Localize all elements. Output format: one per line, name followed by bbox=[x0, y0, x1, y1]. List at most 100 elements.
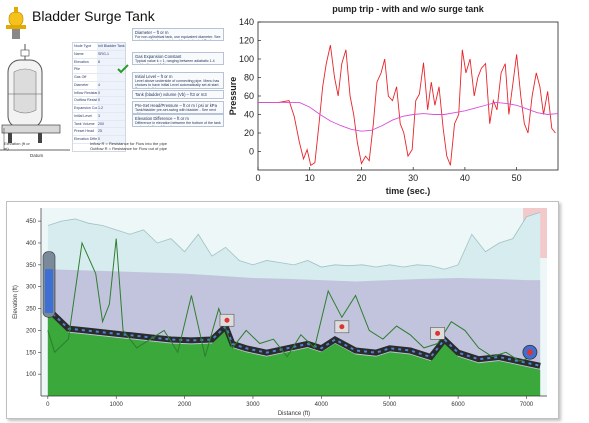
x-tick-label: 0 bbox=[46, 402, 50, 408]
y-tick-label: 150 bbox=[26, 350, 37, 356]
pump-status-icon bbox=[526, 349, 533, 356]
table-row: Expansion Constant1.2 bbox=[73, 105, 125, 113]
inflow-note: Inflow R = Resistance for Flow into the … bbox=[90, 141, 168, 146]
x-tick-label: 1000 bbox=[110, 402, 124, 408]
valve-status-icon bbox=[435, 330, 441, 336]
y-tick-label: 140 bbox=[239, 17, 254, 27]
row-value: 0 bbox=[97, 97, 125, 104]
pipeline-profile-panel: 0 1000 2000 3000 4000 5000 6000 7000 100 150 200 25… bbox=[6, 201, 559, 419]
param-note: Diameter – ft or m For non-cylindrical ta… bbox=[132, 28, 224, 41]
row-value: 1.2 bbox=[97, 105, 125, 112]
table-row: Diameter 4 bbox=[73, 81, 125, 90]
row-value: Inlt Bladder Tank bbox=[97, 43, 125, 50]
x-tick-label: 10 bbox=[305, 173, 315, 183]
param-title: Gas Expansion Constant bbox=[135, 54, 182, 59]
table-row: Inflow Resistance0 bbox=[73, 89, 125, 98]
x-tick-label: 7000 bbox=[520, 402, 534, 408]
row-key: Outflow Resistance bbox=[74, 98, 97, 103]
min-head-line bbox=[47, 238, 534, 362]
y-tick-label: 20 bbox=[244, 128, 254, 138]
row-key: Inflow Resistance bbox=[74, 90, 97, 95]
x-tick-label: 4000 bbox=[315, 402, 329, 408]
x-axis-label: Distance (ft) bbox=[278, 411, 310, 417]
row-key: Elevation Difference bbox=[74, 137, 97, 141]
y-tick-label: 120 bbox=[239, 36, 254, 46]
x-tick-label: 5000 bbox=[383, 402, 397, 408]
row-value: SRG-1 bbox=[97, 50, 125, 58]
param-desc: Tank/bladder pre-set-swing with bladder … bbox=[135, 108, 216, 114]
row-key: Pile bbox=[74, 67, 80, 72]
row-key: Elevation bbox=[74, 59, 89, 64]
x-tick-label: 6000 bbox=[451, 402, 465, 408]
elevation-label: Elevation (ft or m) bbox=[4, 141, 30, 151]
row-value: 0 bbox=[97, 136, 125, 143]
param-title: Initial Level – ft or m bbox=[135, 74, 173, 79]
row-key: Preset Head bbox=[74, 129, 94, 134]
outflow-note: Outflow R = Resistance for Flow out of p… bbox=[90, 146, 168, 151]
x-axis-label: time (sec.) bbox=[386, 186, 431, 196]
chart-title: pump trip - with and w/o surge tank bbox=[332, 4, 484, 14]
table-row: Elevation Difference0 bbox=[73, 136, 125, 144]
table-row: Tank Volume 200 bbox=[73, 120, 125, 129]
param-title: Pre-Set Head/Pressure – ft or m / psi or… bbox=[135, 103, 217, 108]
row-key: Diameter bbox=[74, 82, 89, 87]
param-title: Diameter – ft or m bbox=[135, 30, 169, 35]
x-tick-label: 50 bbox=[512, 173, 522, 183]
y-tick-label: 400 bbox=[26, 241, 37, 247]
param-note: Tank (bladder) volume (Vb) – ft3 or m3 bbox=[132, 90, 224, 99]
table-row: Node Type Inlt Bladder Tank bbox=[73, 43, 125, 51]
row-value: 8 bbox=[97, 58, 125, 66]
row-value: 25 bbox=[97, 128, 125, 135]
param-title: Tank (bladder) volume (Vb) – ft3 or m3 bbox=[135, 92, 207, 97]
y-tick-label: 450 bbox=[26, 219, 37, 225]
tank-properties-table: Node Type Inlt Bladder Tank Name SRG-1 Eleva… bbox=[72, 42, 126, 152]
param-note: Pre-Set Head/Pressure – ft or m / psi or… bbox=[132, 101, 224, 114]
table-row: Outflow Resistance0 bbox=[73, 97, 125, 105]
row-value bbox=[97, 74, 125, 81]
bladder-tank-drawing bbox=[0, 7, 70, 151]
max-hgl-line bbox=[47, 211, 541, 270]
param-desc: Difference in elevation between the bott… bbox=[135, 121, 221, 127]
x-tick-label: 2000 bbox=[178, 402, 192, 408]
row-key: Node Type bbox=[74, 44, 92, 48]
pipeline-flow bbox=[47, 308, 541, 367]
y-tick-label: 200 bbox=[26, 328, 37, 334]
y-tick-label: 80 bbox=[244, 73, 254, 83]
row-value: 3 bbox=[97, 112, 125, 120]
table-row: Gas Off bbox=[73, 74, 125, 82]
table-row: Name SRG-1 bbox=[73, 50, 125, 59]
table-row: Initial Level 3 bbox=[73, 112, 125, 121]
row-key: Name bbox=[74, 51, 84, 56]
tank-body bbox=[7, 44, 43, 129]
y-tick-label: 250 bbox=[26, 307, 37, 313]
row-value bbox=[97, 66, 125, 73]
param-note: Initial Level – ft or m Level above under… bbox=[132, 72, 224, 89]
param-desc: Level above underside of connecting pipe… bbox=[135, 79, 220, 89]
resistance-notes: Inflow R = Resistance for Flow into the … bbox=[90, 141, 167, 151]
row-key: Initial Level bbox=[74, 113, 92, 118]
y-tick-label: 350 bbox=[26, 263, 37, 269]
param-title: Elevation Difference – ft or m bbox=[135, 116, 189, 121]
y-tick-label: 0 bbox=[249, 147, 254, 157]
row-key: Expansion Constant bbox=[74, 106, 97, 110]
row-key: Gas Off bbox=[74, 75, 87, 79]
x-tick-label: 3000 bbox=[246, 402, 260, 408]
row-value: 0 bbox=[97, 89, 125, 97]
valve-status-icon bbox=[224, 317, 230, 323]
datum-label: Datum bbox=[30, 153, 44, 158]
reservoir-water bbox=[45, 269, 53, 313]
x-tick-label: 0 bbox=[255, 173, 260, 183]
row-key: Tank Volume bbox=[74, 121, 95, 126]
row-value: 200 bbox=[97, 120, 125, 128]
x-tick-label: 20 bbox=[356, 173, 366, 183]
y-axis-label: Elevation (ft) bbox=[13, 285, 19, 319]
param-note: Gas Expansion Constant Typical value k = … bbox=[132, 52, 224, 65]
series-line-without-tank bbox=[258, 45, 556, 167]
param-desc: Typical value k = 1, ranging between adi… bbox=[135, 59, 215, 65]
checkmark-icon bbox=[117, 64, 129, 74]
param-desc: For non-cylindrical tank, use equivalent… bbox=[135, 35, 221, 41]
row-value: 4 bbox=[97, 81, 125, 89]
y-axis-label: Pressure bbox=[228, 77, 238, 116]
table-row: Preset Head 25 bbox=[73, 128, 125, 136]
y-tick-label: 40 bbox=[244, 110, 254, 120]
